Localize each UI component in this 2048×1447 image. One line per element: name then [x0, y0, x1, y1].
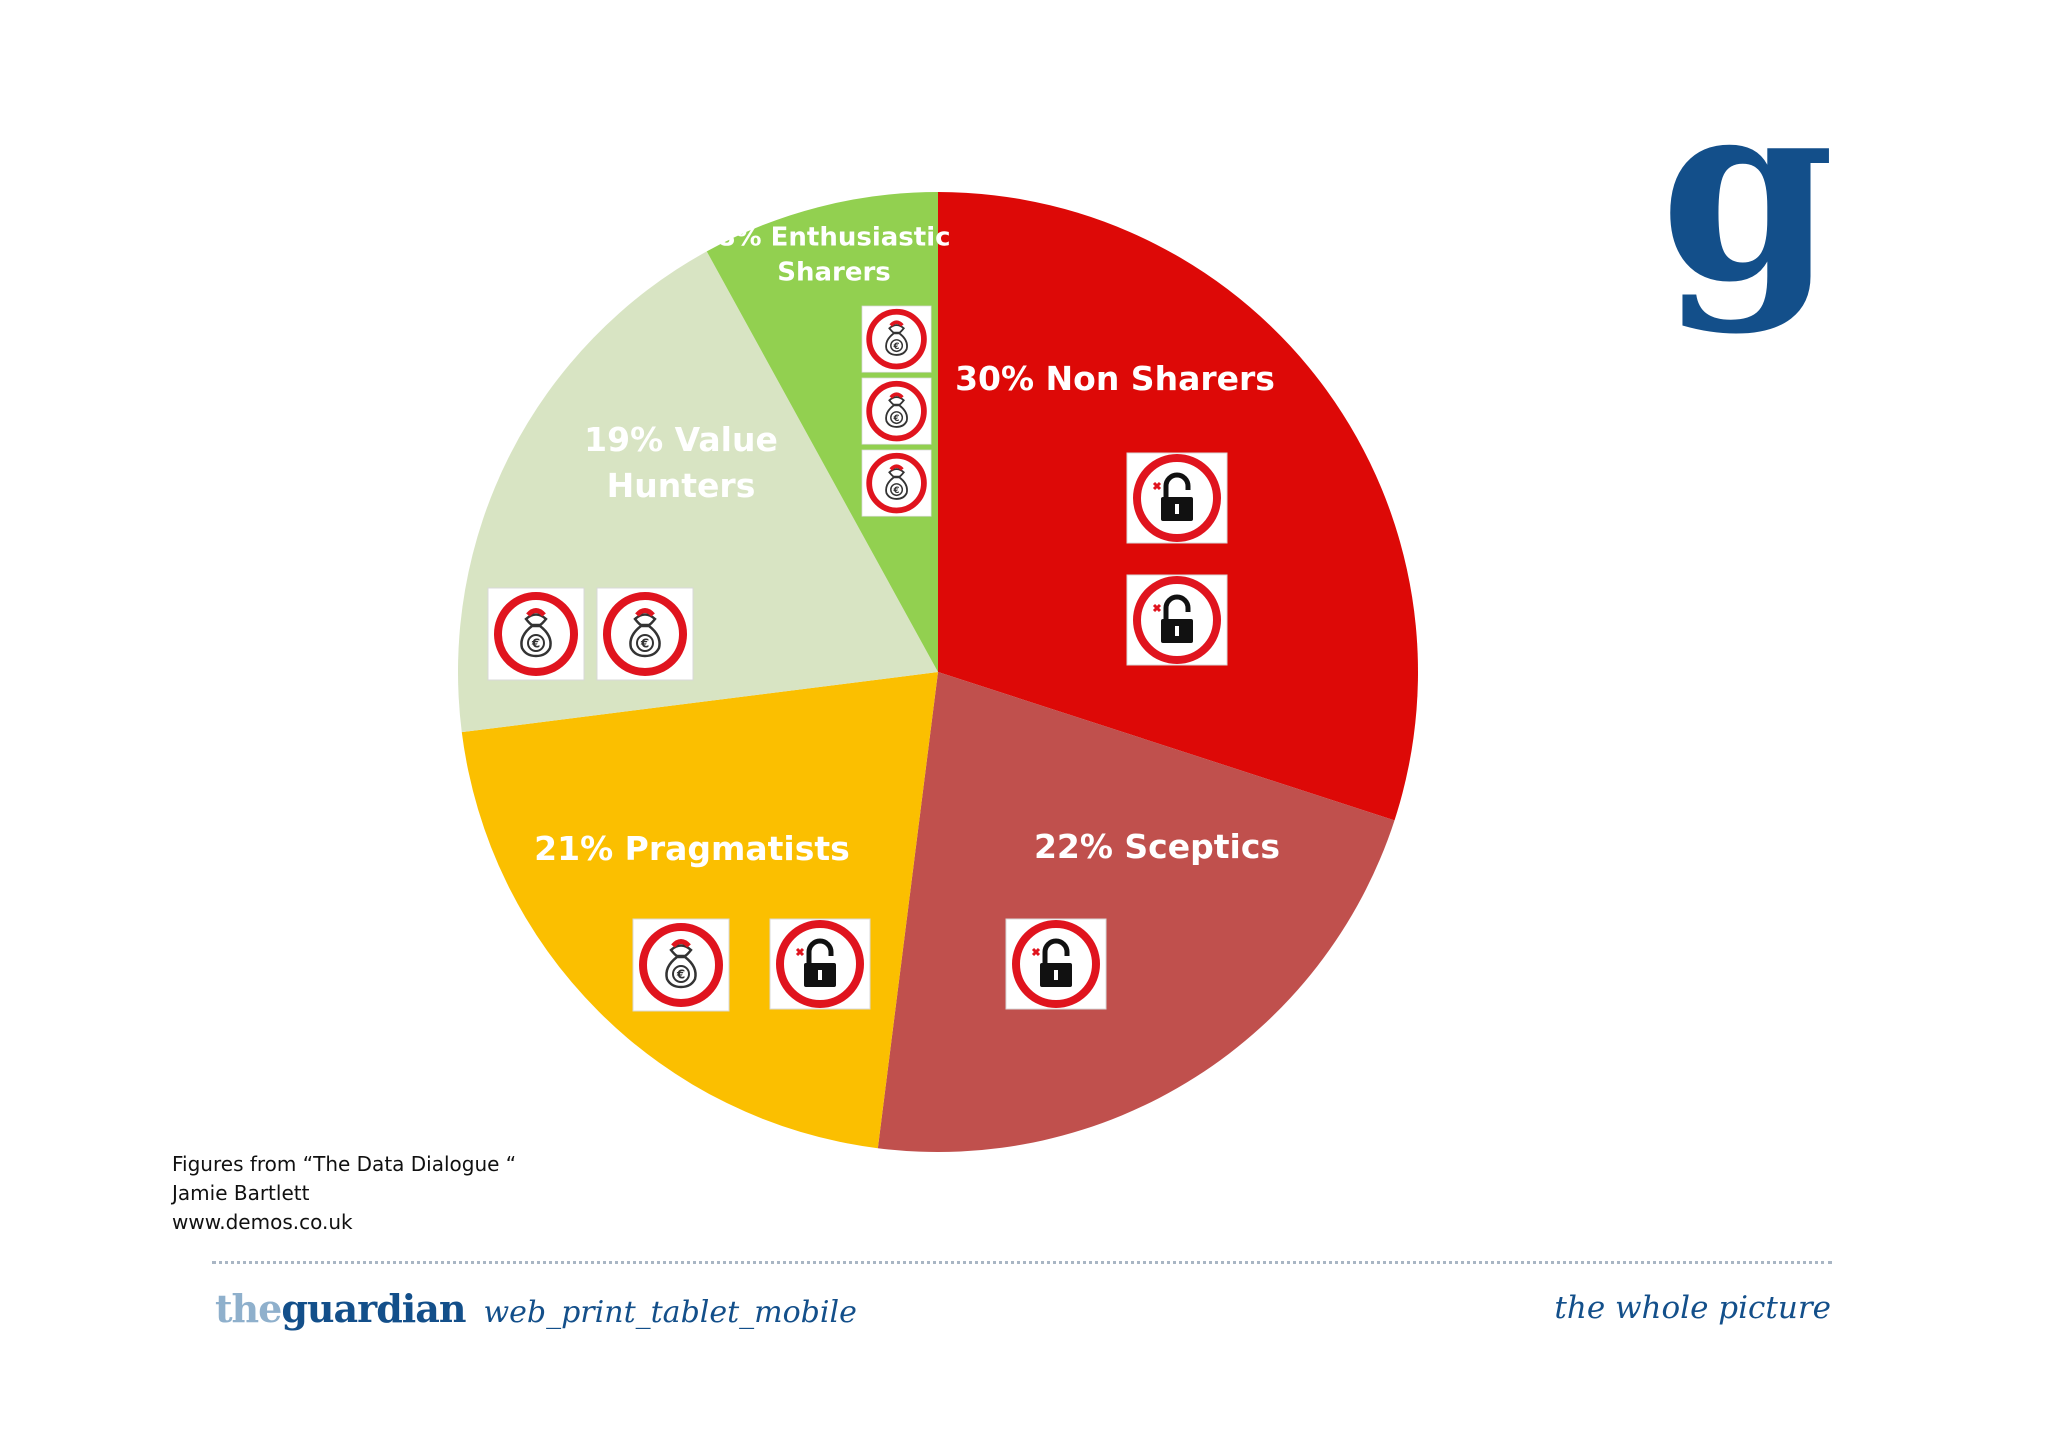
- slice-label-non-sharers: 30% Non Sharers: [955, 359, 1275, 398]
- money-bag-icon: [862, 306, 931, 372]
- footer-divider: [212, 1261, 1832, 1264]
- source-note: Figures from “The Data Dialogue “ Jamie …: [172, 1150, 516, 1237]
- footer-slogan: the whole picture: [1554, 1290, 1831, 1326]
- pie-slice-sceptics: [877, 672, 1395, 1153]
- lock-icon: [770, 919, 870, 1009]
- slice-label-pragmatists: 21% Pragmatists: [534, 829, 850, 868]
- money-bag-icon: [862, 378, 931, 444]
- guardian-logo: g: [1660, 43, 1835, 337]
- source-line-url: www.demos.co.uk: [172, 1210, 353, 1234]
- slice-label-value-hunters: 19% Value Hunters: [584, 420, 778, 505]
- money-bag-icon: [633, 919, 729, 1011]
- money-bag-icon: [597, 588, 693, 680]
- source-line-title: Figures from “The Data Dialogue “: [172, 1152, 517, 1176]
- lock-icon: [1006, 919, 1106, 1009]
- lock-icon: [1127, 575, 1227, 665]
- source-line-author: Jamie Bartlett: [172, 1181, 310, 1205]
- footer-brand: theguardian web_print_tablet_mobile: [215, 1286, 857, 1331]
- brand-the: the: [215, 1286, 282, 1331]
- money-bag-icon: [488, 588, 584, 680]
- money-bag-icon: [862, 450, 931, 516]
- slice-label-sceptics: 22% Sceptics: [1034, 827, 1280, 866]
- brand-tagline: web_print_tablet_mobile: [483, 1295, 857, 1330]
- pie-slice-pragmatists: [461, 672, 938, 1149]
- brand-guardian: guardian: [281, 1286, 466, 1331]
- slice-label-enthusiastic-sharers: 8% Enthusiastic Sharers: [717, 223, 950, 288]
- lock-icon: [1127, 453, 1227, 543]
